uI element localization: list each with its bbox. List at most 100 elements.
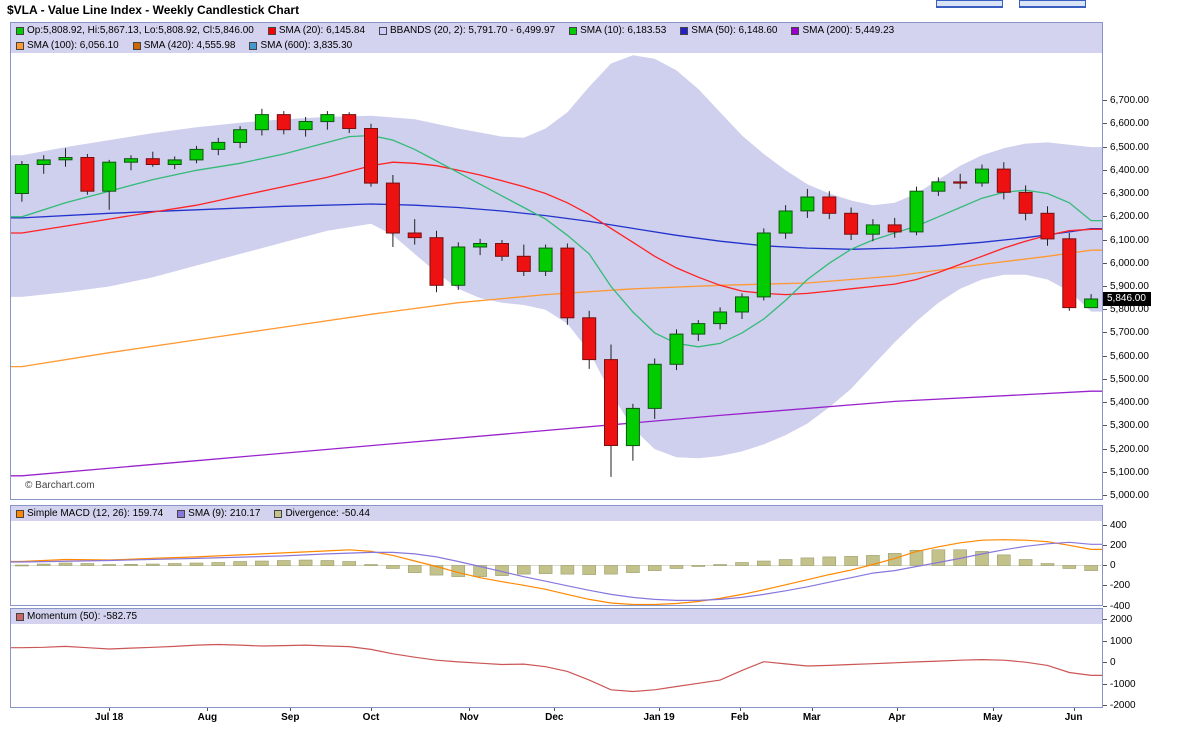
y-tick-label: 1000 [1103, 636, 1132, 647]
candle [822, 196, 837, 214]
tick-mark [1103, 309, 1107, 311]
header-link-1[interactable] [936, 0, 1003, 8]
candle [1040, 212, 1055, 240]
sma-200-line [11, 390, 1102, 477]
main-legend-r1-swatch-5 [791, 26, 800, 35]
main-legend-r2-item-2: SMA (600): 3,835.30 [249, 40, 352, 51]
candle [320, 114, 335, 123]
candle [495, 243, 509, 257]
main-legend-r1-swatch-3 [569, 26, 578, 35]
tick-mark [1103, 585, 1107, 587]
tick-mark [1103, 332, 1107, 334]
momentum-legend-row: Momentum (50): -582.75 [11, 609, 1102, 624]
y-tick-label: 5,300.00 [1103, 420, 1149, 431]
x-axis-label: Feb [730, 712, 749, 723]
candle [254, 114, 269, 131]
macd-signal-line [11, 541, 1102, 601]
y-tick-label: 5,000.00 [1103, 490, 1149, 501]
candle [1018, 191, 1033, 214]
main-legend-r2-label-0: SMA (100): 6,056.10 [27, 40, 119, 51]
y-tick-label: -2000 [1103, 700, 1136, 711]
momentum-plot[interactable] [11, 624, 1102, 707]
main-legend-r2-swatch-0 [16, 41, 24, 50]
main-legend-r1-label-4: SMA (50): 6,148.60 [691, 25, 778, 36]
macd-legend-label-0: Simple MACD (12, 26): 159.74 [27, 508, 164, 519]
tick-mark [1103, 619, 1107, 621]
tick-mark [1103, 605, 1107, 607]
y-tick-label: 6,100.00 [1103, 235, 1149, 246]
tick-mark [1103, 683, 1107, 685]
macd-line [11, 539, 1102, 605]
tick-mark [1103, 640, 1107, 642]
candle [844, 212, 859, 235]
x-axis-label: May [983, 712, 1003, 723]
tick-mark [1103, 146, 1107, 148]
y-tick-label: 6,300.00 [1103, 188, 1149, 199]
x-tick-mark [659, 708, 661, 711]
main-legend-row1: Op:5,808.92, Hi:5,867.13, Lo:5,808.92, C… [11, 23, 1102, 38]
header-link-2[interactable] [1019, 0, 1086, 8]
main-legend-r1-item-5: SMA (200): 5,449.23 [791, 25, 894, 36]
candle [364, 128, 378, 184]
candle [1084, 298, 1099, 309]
main-legend-r2-label-1: SMA (420): 4,555.98 [143, 40, 236, 51]
candle [538, 247, 553, 272]
candle [189, 148, 204, 161]
candle [975, 168, 989, 184]
main-legend-r1-label-5: SMA (200): 5,449.23 [802, 25, 895, 36]
main-legend-r1-swatch-1 [267, 26, 276, 35]
tick-mark [1103, 378, 1107, 380]
candle [14, 164, 29, 194]
sma-10-line [11, 134, 1102, 348]
candle [647, 363, 662, 409]
main-legend-r2-item-1: SMA (420): 4,555.98 [132, 40, 236, 51]
macd-legend-label-2: Divergence: -50.44 [285, 508, 370, 519]
candlestick-plot[interactable]: © Barchart.com [11, 53, 1102, 499]
candle [756, 232, 771, 298]
tick-mark [1103, 262, 1107, 264]
tick-mark [1103, 705, 1107, 707]
y-tick-label: 0 [1103, 657, 1116, 668]
y-tick-label: 400 [1103, 520, 1127, 531]
main-legend-r1-item-1: SMA (20): 6,145.84 [267, 25, 365, 36]
tick-mark [1103, 355, 1107, 357]
candle [604, 359, 618, 447]
main-legend-r2-swatch-2 [249, 41, 258, 50]
candle [298, 121, 313, 131]
x-tick-mark [739, 708, 741, 711]
y-tick-label: 6,000.00 [1103, 258, 1149, 269]
macd-legend-swatch-0 [16, 509, 24, 518]
tick-mark [1103, 524, 1107, 526]
bollinger-band [11, 55, 1102, 459]
candle [36, 159, 51, 166]
candle [211, 141, 226, 150]
y-tick-label: 6,500.00 [1103, 142, 1149, 153]
tick-mark [1103, 286, 1107, 287]
x-tick-mark [554, 708, 556, 711]
candle [560, 247, 575, 319]
candle [342, 114, 357, 129]
candle [887, 224, 902, 233]
x-tick-mark [109, 708, 111, 711]
macd-legend-row: Simple MACD (12, 26): 159.74 SMA (9): 210… [11, 506, 1102, 521]
candle [233, 129, 248, 143]
x-axis-label: Jan 19 [643, 712, 675, 723]
candle [102, 161, 117, 192]
y-tick-label: 5,500.00 [1103, 374, 1149, 385]
page-title: $VLA - Value Line Index - Weekly Candles… [7, 3, 300, 17]
macd-plot[interactable] [11, 521, 1102, 605]
main-legend-r1-label-2: BBANDS (20, 2): 5,791.70 - 6,499.97 [390, 25, 556, 36]
watermark: © Barchart.com [25, 480, 95, 491]
candles-group [14, 108, 1099, 477]
candle [124, 158, 138, 163]
y-tick-label: 0 [1103, 560, 1116, 571]
y-tick-label: 6,600.00 [1103, 118, 1149, 129]
last-price-tag: 5,846.00 [1103, 292, 1151, 306]
candle [625, 407, 640, 447]
candle [931, 181, 946, 192]
main-legend-r1-label-3: SMA (10): 6,183.53 [580, 25, 667, 36]
tick-mark [1103, 544, 1107, 546]
candle [167, 159, 182, 166]
candle [516, 255, 531, 272]
